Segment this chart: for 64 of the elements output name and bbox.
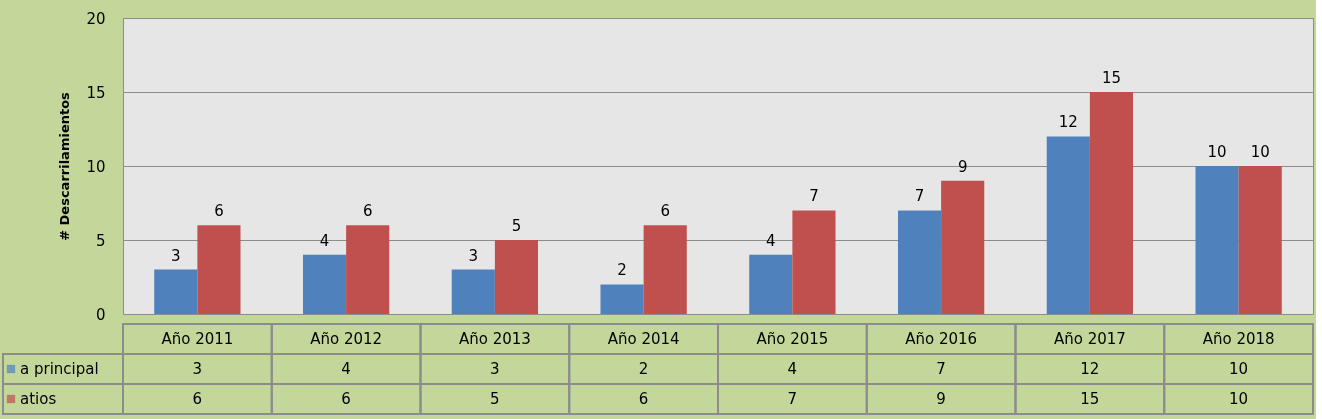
text: 2 xyxy=(638,360,649,378)
text: 4 xyxy=(341,360,351,378)
x-tick-label: Año 2014 xyxy=(607,330,680,348)
data-label: 6 xyxy=(362,202,373,221)
bar xyxy=(494,240,539,314)
data-label: 6 xyxy=(660,202,670,221)
bar xyxy=(941,180,985,314)
x-tick-label: Año 2011 xyxy=(161,330,234,348)
y-tick-label: 0 xyxy=(95,305,106,324)
y-tick-label: 20 xyxy=(86,9,106,28)
text: 10 xyxy=(1229,360,1249,378)
text: 6 xyxy=(341,390,351,408)
y-tick-label: 15 xyxy=(86,83,106,102)
data-label: 15 xyxy=(1101,69,1121,87)
x-tick-label: Año 2018 xyxy=(1202,330,1275,348)
data-label: 9 xyxy=(957,157,968,176)
bar xyxy=(197,225,241,314)
data-label: 6 xyxy=(214,202,224,221)
bar xyxy=(1046,136,1090,314)
bar xyxy=(346,225,390,314)
y-tick-label: 5 xyxy=(95,231,106,250)
text: 6 xyxy=(192,390,203,408)
y-tick-label: 10 xyxy=(86,157,106,176)
bar xyxy=(749,254,793,314)
bar xyxy=(154,269,198,314)
data-label: 4 xyxy=(319,231,330,250)
data-label: 3 xyxy=(171,246,181,265)
text: 6 xyxy=(638,390,649,408)
bar xyxy=(643,225,687,314)
text: 3 xyxy=(192,360,203,378)
data-label: 10 xyxy=(1250,143,1270,161)
x-tick-label: Año 2017 xyxy=(1053,330,1126,348)
bar xyxy=(897,210,942,314)
text: 5 xyxy=(490,390,500,408)
x-tick-label: Año 2015 xyxy=(756,330,829,348)
y-axis-title: # Descarrilamientos xyxy=(57,91,73,241)
bar xyxy=(451,269,495,314)
text: 7 xyxy=(936,360,946,378)
bar xyxy=(600,284,644,314)
bar xyxy=(302,254,347,314)
x-tick-label: Año 2016 xyxy=(905,330,978,348)
text: 15 xyxy=(1080,390,1100,408)
legend-label: a principal xyxy=(20,360,99,378)
bar xyxy=(1195,166,1239,314)
x-tick-label: Año 2013 xyxy=(458,330,531,348)
data-label: 3 xyxy=(468,246,479,265)
data-label: 4 xyxy=(766,231,776,250)
x-tick-label: Año 2012 xyxy=(310,330,383,348)
bar xyxy=(792,210,836,314)
data-label: 7 xyxy=(809,187,819,206)
data-label: 10 xyxy=(1207,143,1227,161)
text: 12 xyxy=(1080,360,1100,378)
bar xyxy=(1089,92,1134,314)
text: 7 xyxy=(787,390,798,408)
text: 4 xyxy=(787,360,798,378)
text: 9 xyxy=(936,390,946,408)
legend-label: atios xyxy=(20,390,57,408)
data-label: 5 xyxy=(511,217,522,235)
text: 3 xyxy=(490,360,500,378)
data-label: 2 xyxy=(617,261,627,280)
data-label: 7 xyxy=(914,187,925,206)
text: 10 xyxy=(1229,390,1249,408)
bar xyxy=(1238,166,1282,314)
data-label: 12 xyxy=(1058,113,1078,132)
